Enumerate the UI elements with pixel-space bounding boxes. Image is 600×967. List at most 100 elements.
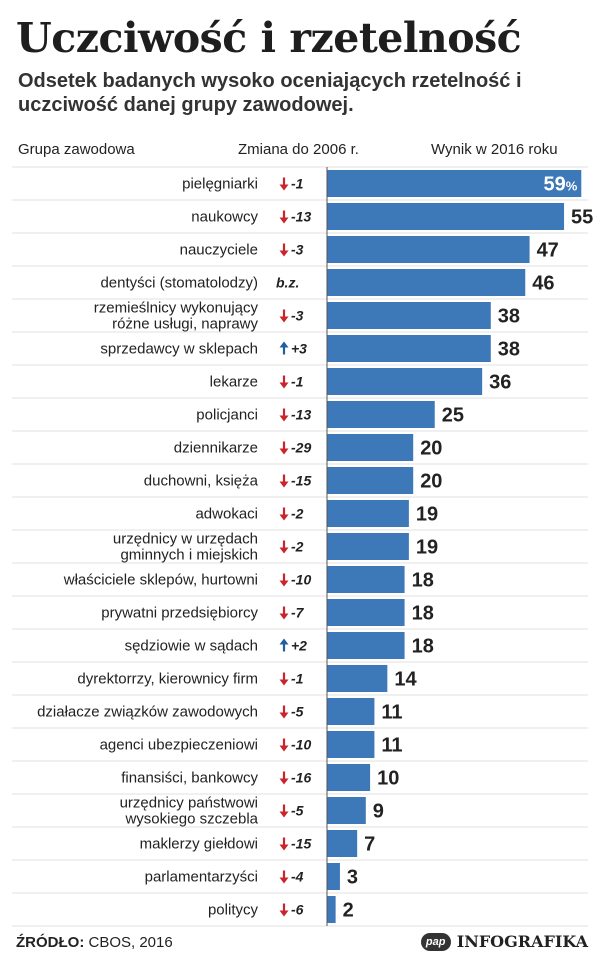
change-label: -1 [291,176,304,192]
bar-row: urzędnicy w urzędach gminnych i miejskich… [113,531,438,564]
change-label: -1 [291,671,304,687]
value-label: 20 [420,438,442,460]
change-label: +2 [291,638,307,654]
value-label: 10 [377,768,399,790]
bar [327,698,375,725]
arrow-down-icon [279,672,289,686]
arrow-down-icon [279,507,289,521]
bar-row: dziennikarze -29 20 [174,434,442,461]
brand-text: INFOGRAFIKA [456,932,588,951]
bar-row: finansiści, bankowcy -16 10 [121,764,399,791]
value-label: 36 [489,372,511,394]
bar [327,335,491,362]
arrow-down-icon [279,408,289,422]
arrow-down-icon [279,804,289,818]
category-label: dziennikarze [174,440,258,457]
category-label: agenci ubezpieczeniowi [100,737,258,754]
arrow-down-icon [279,606,289,620]
value-label: 20 [420,471,442,493]
change-label: -6 [291,902,304,918]
value-label: 11 [381,702,402,724]
change-label: -1 [291,374,304,390]
change-label: -5 [291,803,304,819]
arrow-down-icon [279,903,289,917]
arrow-down-icon [279,540,289,554]
value-label: 25 [442,405,464,427]
category-label: urzędnicy państwowi wysokiego szczebla [120,795,259,828]
bar [327,566,405,593]
change-label: -3 [291,242,304,258]
category-label: finansiści, bankowcy [121,770,258,787]
source-label: ŹRÓDŁO: [16,934,85,951]
arrow-down-icon [279,309,289,323]
bar-row: urzędnicy państwowi wysokiego szczebla -5 9 [120,795,384,828]
bar [327,632,405,659]
bar [327,665,388,692]
change-label: -13 [291,407,311,423]
change-label: -15 [291,473,311,489]
category-label: właściciele sklepów, hurtowni [63,572,258,589]
source-text: CBOS, 2016 [88,934,173,951]
category-label: policjanci [196,407,258,424]
value-label: 19 [416,537,438,559]
bar [327,368,483,395]
change-label: -5 [291,704,304,720]
bar-row: rzemieślnicy wykonujący różne usługi, nap… [94,300,520,333]
bar [327,401,435,428]
category-label: sprzedawcy w sklepach [100,341,258,358]
bar-row: sprzedawcy w sklepach +3 38 [100,335,520,362]
arrow-up-icon [279,638,289,652]
category-label: prywatni przedsiębiorcy [101,605,258,622]
value-label: 47 [537,240,559,262]
arrow-down-icon [279,870,289,884]
bar [327,236,530,263]
bar-row: agenci ubezpieczeniowi -10 11 [100,731,403,758]
change-label: -15 [291,836,311,852]
value-label: 18 [412,636,434,658]
bar [327,500,409,527]
arrow-down-icon [279,837,289,851]
bar-row: lekarze -1 36 [210,368,511,395]
source-note: ŹRÓDŁO: CBOS, 2016 [16,934,173,951]
category-label: pielęgniarki [182,176,258,193]
bar-row: pielęgniarki -1 59% [182,170,582,197]
category-label: parlamentarzyści [145,869,258,886]
arrow-down-icon [279,771,289,785]
bar [327,203,565,230]
bar [327,797,366,824]
value-label: 46 [532,273,554,295]
value-label: 59% [543,174,577,196]
arrow-down-icon [279,705,289,719]
bar-row: parlamentarzyści -4 3 [145,863,358,890]
arrow-down-icon [279,375,289,389]
chart-title: Uczciwość i rzetelność [16,14,522,62]
value-label: 3 [347,867,358,889]
bar [327,863,340,890]
change-label: -13 [291,209,311,225]
value-label: 18 [412,570,434,592]
pap-logo: pap [420,932,451,951]
bar-row: właściciele sklepów, hurtowni -10 18 [63,566,434,593]
bar-row: duchowni, księża -15 20 [144,467,442,494]
category-label: adwokaci [195,506,258,523]
arrow-down-icon [279,177,289,191]
change-label: -2 [291,539,304,555]
bar [327,764,371,791]
bar [327,731,375,758]
arrow-down-icon [279,573,289,587]
column-header-result: Wynik w 2016 roku [431,141,558,158]
bar-row: nauczyciele -3 47 [180,236,559,263]
category-label: działacze związków zawodowych [37,704,258,721]
bar-row: adwokaci -2 19 [195,500,438,527]
category-label: rzemieślnicy wykonujący różne usługi, nap… [94,300,259,333]
bar [327,170,582,197]
arrow-down-icon [279,243,289,257]
bar [327,467,414,494]
bar-row: policjanci -13 25 [196,401,464,428]
value-label: 7 [364,834,375,856]
bar-row: dyrektorrzy, kierownicy firm -1 14 [77,665,417,692]
bar [327,533,409,560]
change-label: b.z. [276,275,299,291]
bar-row: naukowcy -13 55 [191,203,593,230]
value-label: 9 [373,801,384,823]
